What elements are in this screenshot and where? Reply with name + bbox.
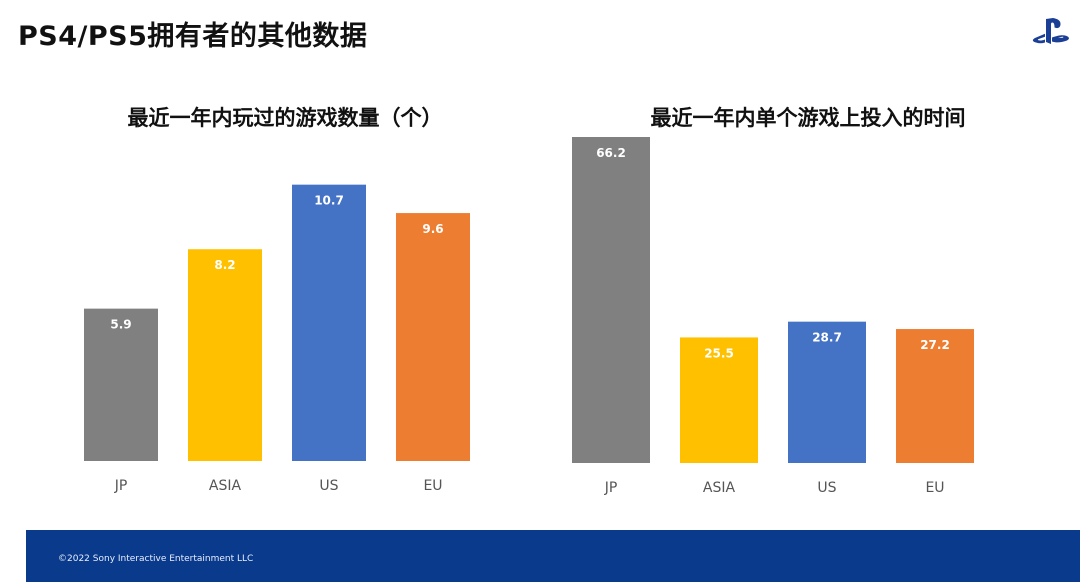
category-label-us: US — [817, 480, 836, 496]
bar-asia — [188, 249, 262, 461]
bar-eu — [396, 213, 470, 461]
value-label-us: 10.7 — [314, 194, 344, 208]
category-label-eu: EU — [423, 478, 442, 494]
chart-games-played: 最近一年内玩过的游戏数量（个） 5.9 JP 8.2 ASIA 10.7 US 9.6 EU — [40, 96, 530, 516]
bar-jp — [84, 308, 158, 461]
value-label-eu: 27.2 — [920, 338, 950, 352]
bar-jp — [572, 137, 650, 463]
bar-us — [292, 184, 366, 461]
playstation-logo-icon — [1032, 18, 1069, 44]
value-label-jp: 5.9 — [110, 318, 131, 332]
chart-title: 最近一年内玩过的游戏数量（个） — [127, 106, 443, 130]
value-label-asia: 25.5 — [704, 346, 734, 360]
chart-time-per-game-plot: 66.2 JP 25.5 ASIA 28.7 US 27.2 EU — [572, 137, 974, 496]
bar-asia — [680, 337, 758, 463]
category-label-us: US — [319, 478, 338, 494]
value-label-asia: 8.2 — [214, 258, 235, 272]
category-label-asia: ASIA — [209, 478, 242, 494]
category-label-jp: JP — [114, 478, 128, 494]
bar-us — [788, 321, 866, 463]
page-title: PS4/PS5拥有者的其他数据 — [18, 21, 368, 52]
value-label-us: 28.7 — [812, 331, 842, 345]
chart-games-played-plot: 5.9 JP 8.2 ASIA 10.7 US 9.6 EU — [84, 184, 470, 494]
category-label-eu: EU — [925, 480, 944, 496]
value-label-jp: 66.2 — [596, 146, 626, 160]
bar-eu — [896, 329, 974, 463]
chart-time-per-game: 最近一年内单个游戏上投入的时间 66.2 JP 25.5 ASIA 28.7 US 27.2… — [548, 96, 1068, 516]
category-label-asia: ASIA — [703, 480, 736, 496]
chart-title: 最近一年内单个游戏上投入的时间 — [650, 106, 966, 130]
copyright-text: ©2022 Sony Interactive Entertainment LLC — [58, 554, 254, 564]
category-label-jp: JP — [604, 480, 618, 496]
value-label-eu: 9.6 — [422, 222, 443, 236]
footer-bar: ©2022 Sony Interactive Entertainment LLC — [26, 530, 1080, 582]
